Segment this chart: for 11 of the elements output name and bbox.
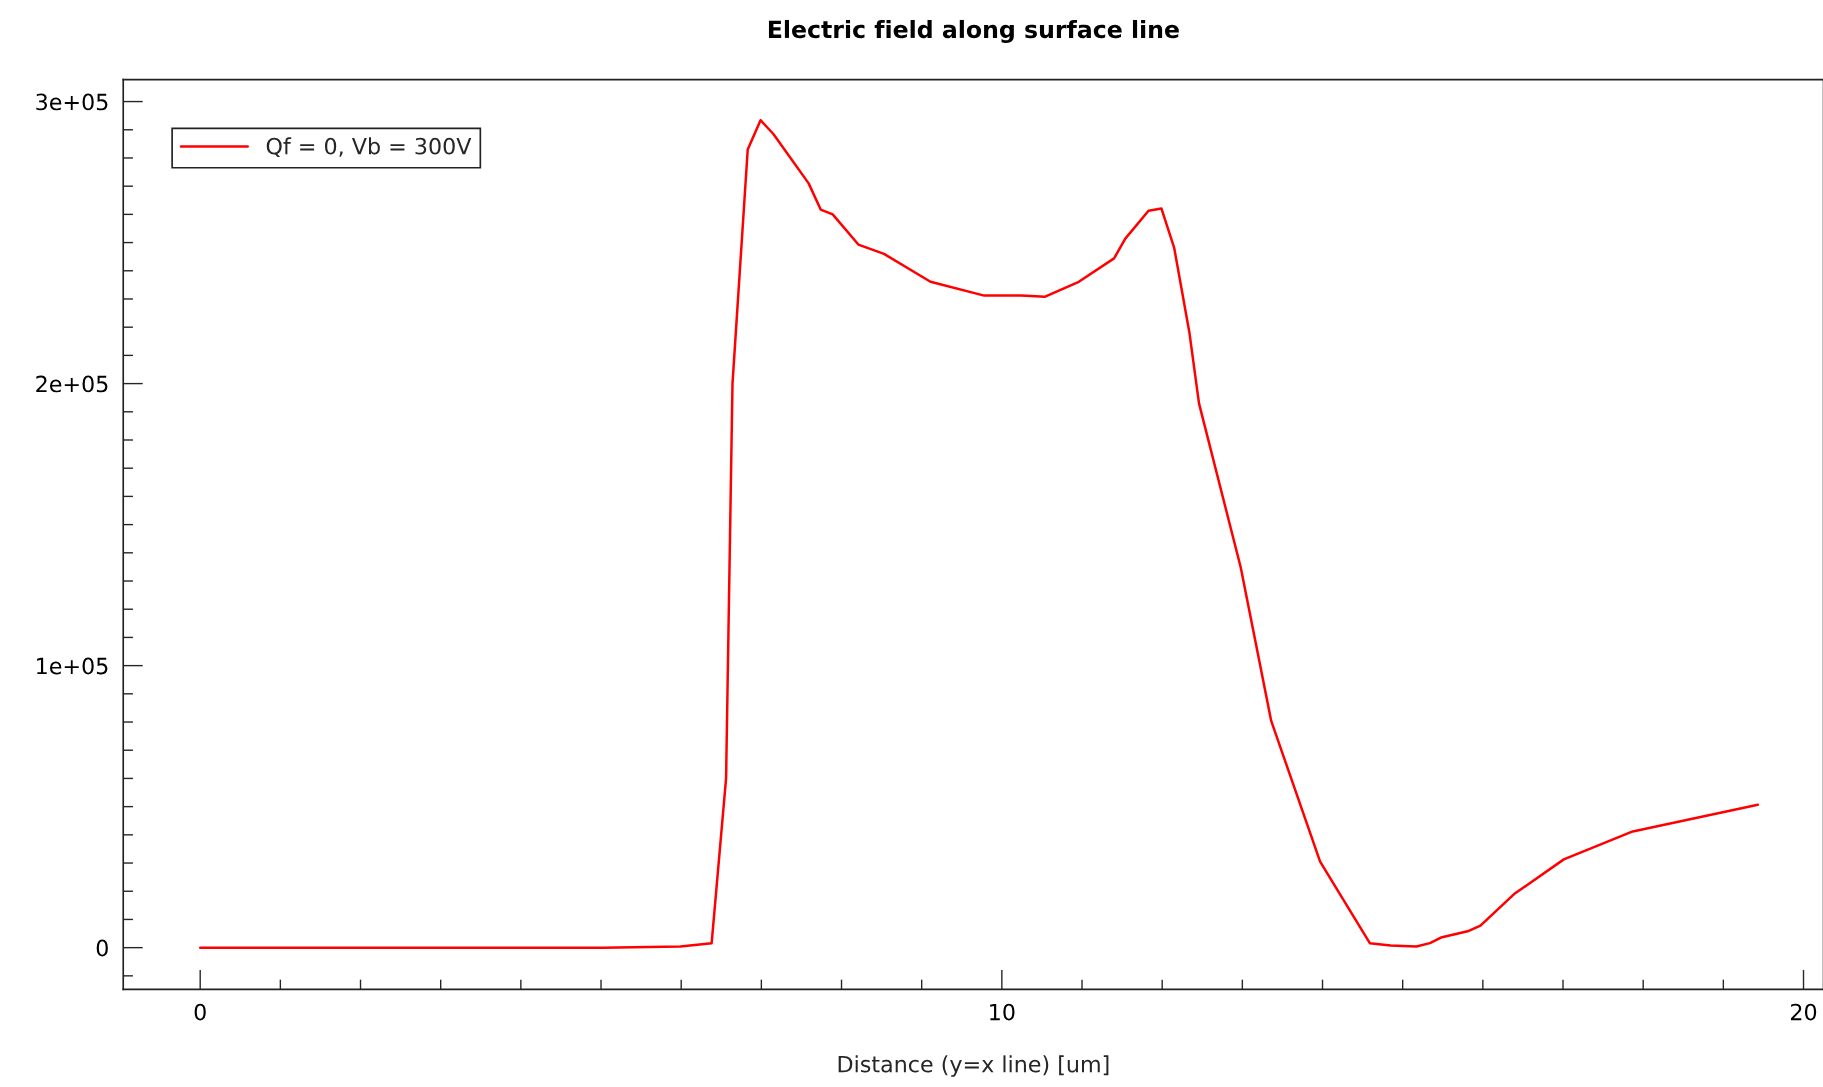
- chart-title: Electric field along surface line: [768, 19, 1179, 43]
- y-tick-label: 3e+05: [36, 93, 108, 111]
- y-tick-label: 0: [96, 939, 108, 957]
- legend-label: Qf = 0, Vb = 300V: [266, 137, 472, 158]
- x-tick-label: 10: [990, 1003, 1015, 1021]
- x-tick-label: 0: [194, 1003, 206, 1021]
- line-series: [198, 118, 1760, 949]
- x-tick-label: 20: [1790, 1003, 1817, 1021]
- y-tick-label: 1e+05: [37, 657, 108, 675]
- y-tick-label: 2e+05: [36, 375, 108, 393]
- x-axis-title: Distance (y=x line) [um]: [838, 1055, 1109, 1077]
